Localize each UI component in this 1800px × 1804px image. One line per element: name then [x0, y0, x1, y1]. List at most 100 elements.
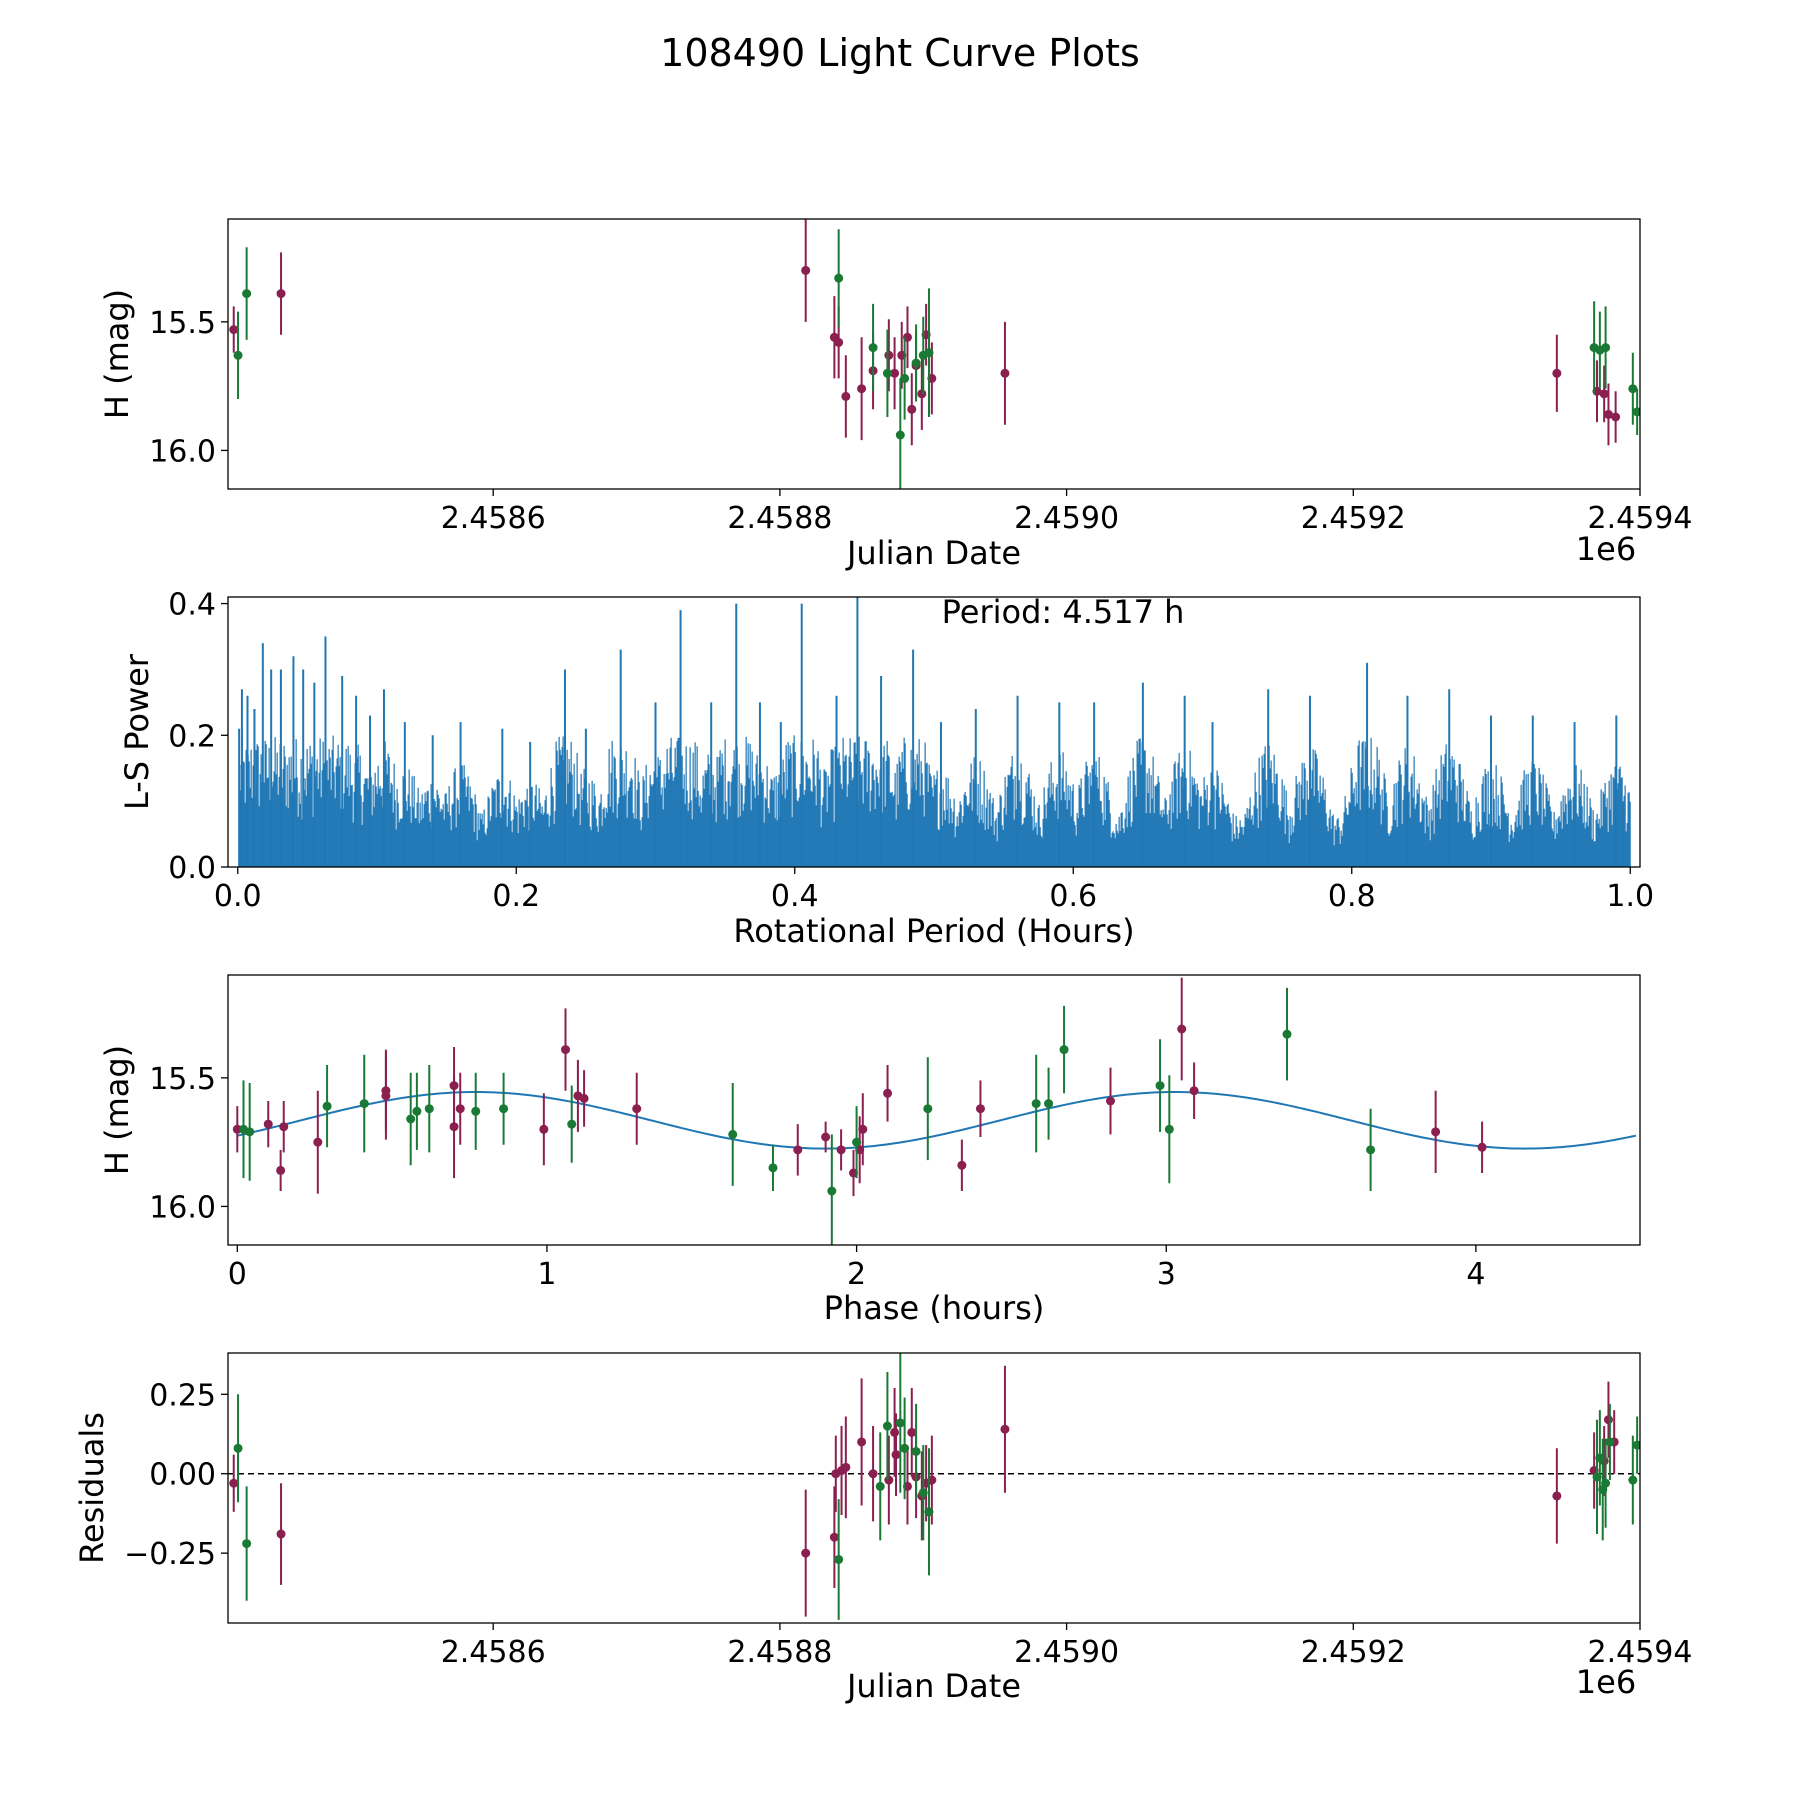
residuals-ytick-label: −0.25	[124, 1537, 216, 1572]
lightcurve-point-g	[890, 368, 900, 378]
lightcurve-point-g	[1611, 412, 1621, 422]
lightcurve-ticks: 2.4586 2.4588 2.4590 2.4592 2.4594 16.0 15.5	[149, 306, 1692, 536]
phased-point-o	[1366, 1145, 1376, 1155]
residuals-xtick-label: 2.4590	[1014, 1635, 1119, 1670]
residuals-point-g	[884, 1475, 894, 1485]
lightcurve-point-g	[857, 384, 867, 394]
phased-point-o	[359, 1099, 369, 1109]
phased-point-g	[793, 1145, 803, 1155]
lightcurve-point-o	[1628, 384, 1638, 394]
phased-point-o	[424, 1104, 434, 1114]
phased-point-g	[561, 1045, 571, 1055]
phased-point-g	[449, 1122, 459, 1132]
periodogram-ytick-label: 0.0	[168, 851, 216, 886]
lightcurve-ytick-label: 15.5	[149, 306, 216, 341]
lightcurve-plot-area	[229, 219, 1640, 489]
residuals-marks	[228, 1353, 1640, 1620]
phased-point-g	[821, 1132, 831, 1142]
phased-point-g	[579, 1093, 589, 1103]
residuals-xtick-label: 2.4586	[441, 1635, 546, 1670]
phased-point-g	[449, 1081, 459, 1091]
phased-xtick-label: 2	[847, 1257, 866, 1292]
model-curve	[237, 1090, 1637, 1150]
phased-marks	[232, 977, 1637, 1245]
phased-xlabel: Phase (hours)	[824, 1289, 1045, 1327]
residuals-point-o	[1605, 1437, 1615, 1447]
residuals-point-g	[801, 1548, 811, 1558]
residuals-xtick-label: 2.4588	[727, 1635, 832, 1670]
residuals-xtick-label: 2.4594	[1588, 1635, 1693, 1670]
residuals-xtick-label: 2.4592	[1301, 1635, 1406, 1670]
lightcurve-point-g	[1599, 389, 1609, 399]
periodogram-xtick-label: 0.4	[771, 879, 819, 914]
phased-point-o	[1044, 1099, 1054, 1109]
residuals-point-g	[229, 1478, 239, 1488]
lightcurve-xlabel: Julian Date	[845, 534, 1021, 572]
phased-point-g	[279, 1122, 289, 1132]
lightcurve-xtick-label: 2.4586	[441, 501, 546, 536]
phased-ylabel: H (mag)	[98, 1045, 136, 1175]
phased-point-g	[1106, 1096, 1115, 1106]
lightcurve-point-o	[1601, 343, 1611, 353]
phased-point-g	[313, 1137, 323, 1147]
lightcurve-point-o	[900, 373, 910, 383]
residuals-plot-area	[228, 1353, 1640, 1620]
phased-point-g	[539, 1124, 549, 1134]
periodogram-plot-area	[238, 597, 1631, 867]
lightcurve-point-o	[895, 430, 905, 440]
phased-point-o	[923, 1104, 933, 1114]
residuals-point-g	[1603, 1415, 1613, 1425]
residuals-point-g	[1000, 1424, 1010, 1434]
residuals-point-o	[900, 1443, 910, 1453]
phased-point-o	[1164, 1124, 1174, 1134]
lightcurve-point-o	[834, 273, 844, 283]
residuals-point-g	[276, 1529, 286, 1539]
lightcurve-frame	[227, 218, 1641, 490]
residuals-frame	[227, 1352, 1641, 1624]
phased-plot-area	[232, 977, 1637, 1245]
residuals-point-g	[868, 1469, 878, 1479]
figure-title: 108490 Light Curve Plots	[660, 31, 1140, 75]
phased-point-o	[1282, 1029, 1292, 1039]
lightcurve-xtick-label: 2.4594	[1588, 501, 1693, 536]
lightcurve-point-o	[242, 289, 252, 299]
residuals-point-g	[829, 1532, 839, 1542]
periodogram-xtick-label: 0.6	[1049, 879, 1097, 914]
phased-point-g	[381, 1086, 391, 1096]
phased-point-o	[1031, 1099, 1041, 1109]
periodogram-ytick-label: 0.4	[168, 588, 216, 623]
residuals-point-o	[911, 1446, 921, 1456]
phased-point-o	[406, 1114, 416, 1124]
lightcurve-point-o	[1632, 407, 1640, 417]
lightcurve-point-g	[1000, 368, 1010, 378]
residuals-point-g	[1552, 1491, 1562, 1501]
lightcurve-point-g	[229, 325, 239, 335]
phased-point-o	[245, 1127, 255, 1137]
periodogram-frame	[227, 596, 1641, 868]
periodogram-xlabel: Rotational Period (Hours)	[733, 912, 1134, 950]
phased-point-g	[883, 1088, 893, 1098]
residuals-offset-label: 1e6	[1576, 1663, 1636, 1701]
phased-point-g	[858, 1124, 868, 1134]
phased-xtick-label: 3	[1157, 1257, 1176, 1292]
residuals-point-g	[857, 1437, 867, 1447]
residuals-ytick-label: 0.00	[149, 1458, 216, 1493]
lightcurve-ytick-label: 16.0	[149, 434, 216, 469]
periodogram-ytick-label: 0.2	[168, 719, 216, 754]
lightcurve-point-g	[884, 350, 894, 360]
phased-point-g	[1177, 1024, 1187, 1034]
residuals-point-o	[924, 1507, 934, 1517]
phased-point-g	[276, 1165, 286, 1175]
residuals-point-o	[918, 1488, 928, 1498]
lightcurve-point-g	[834, 337, 844, 347]
residuals-point-o	[834, 1554, 844, 1564]
residuals-point-o	[882, 1421, 892, 1431]
phased-point-g	[1189, 1086, 1199, 1096]
periodogram-xtick-label: 0.0	[214, 879, 262, 914]
residuals-ytick-label: 0.25	[149, 1378, 216, 1413]
phased-point-o	[1155, 1081, 1165, 1091]
residuals-point-o	[1628, 1475, 1638, 1485]
lightcurve-offset-label: 1e6	[1576, 530, 1636, 568]
